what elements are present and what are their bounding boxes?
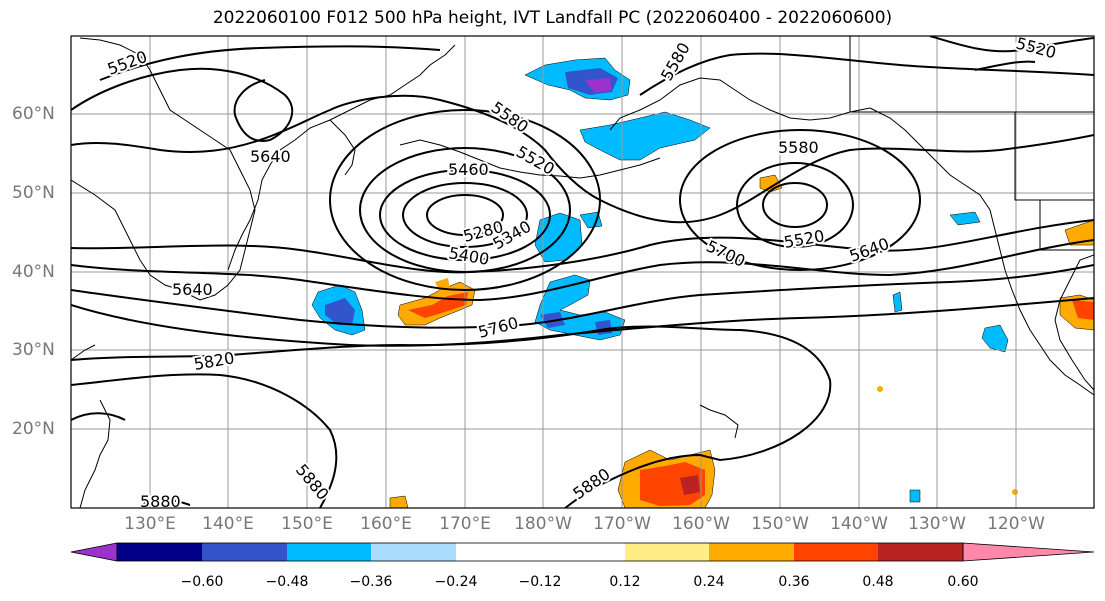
colorbar-segment bbox=[540, 543, 625, 561]
graticule bbox=[71, 36, 1094, 508]
colorbar-tick-label: 0.36 bbox=[778, 574, 810, 590]
colorbar-segment bbox=[962, 542, 1095, 562]
colorbar-tick-label: 0.24 bbox=[693, 574, 725, 590]
lon-label: 150°W bbox=[751, 514, 809, 534]
lon-label: 150°E bbox=[281, 514, 333, 534]
lat-label: 40°N bbox=[12, 262, 55, 282]
contour-label: 5880 bbox=[569, 464, 613, 503]
lon-label: 130°E bbox=[124, 514, 176, 534]
lon-label: 180°W bbox=[514, 514, 572, 534]
map-title: 2022060100 F012 500 hPa height, IVT Land… bbox=[212, 8, 893, 28]
colorbar-tick-label: −0.24 bbox=[434, 574, 478, 590]
contour-label: 5640 bbox=[250, 147, 291, 166]
colorbar-segment bbox=[878, 543, 963, 561]
lat-label: 20°N bbox=[12, 419, 55, 439]
contour-label: 5400 bbox=[447, 243, 490, 269]
colorbar-tick-label: −0.60 bbox=[180, 574, 224, 590]
colorbar bbox=[70, 542, 1095, 562]
colorbar-tick-label: 0.12 bbox=[609, 574, 641, 590]
contour-label: 5460 bbox=[448, 160, 489, 179]
contour-label: 5580 bbox=[488, 98, 532, 137]
colorbar-segment bbox=[117, 543, 202, 561]
contour-label: 5580 bbox=[657, 39, 694, 84]
height-contours bbox=[71, 36, 1094, 508]
colorbar-segment bbox=[625, 543, 709, 561]
lon-label: 160°E bbox=[360, 514, 412, 534]
contour-label: 5880 bbox=[140, 492, 181, 511]
colorbar-segment bbox=[456, 543, 540, 561]
contour-label: 5520 bbox=[1014, 34, 1058, 63]
contour-label: 5520 bbox=[513, 142, 558, 179]
lon-label: 120°W bbox=[987, 514, 1045, 534]
colorbar-segment bbox=[287, 543, 371, 561]
colorbar-segment bbox=[371, 543, 456, 561]
contour-label: 5700 bbox=[703, 236, 748, 270]
colorbar-segment bbox=[70, 542, 118, 562]
contour-label: 5520 bbox=[782, 226, 825, 252]
colorbar-tick-label: 0.60 bbox=[947, 574, 979, 590]
lon-label: 170°E bbox=[439, 514, 491, 534]
contour-label: 5760 bbox=[476, 313, 520, 342]
lat-label: 50°N bbox=[12, 183, 55, 203]
lat-label: 30°N bbox=[12, 340, 55, 360]
contour-label: 5640 bbox=[847, 234, 892, 266]
map-frame bbox=[70, 35, 1095, 509]
colorbar-tick-label: −0.36 bbox=[349, 574, 393, 590]
lat-label: 60°N bbox=[12, 104, 55, 124]
contour-label: 5520 bbox=[105, 47, 150, 79]
ivt-shading bbox=[311, 57, 1094, 508]
colorbar-segment bbox=[202, 543, 287, 561]
colorbar-tick-label: −0.12 bbox=[518, 574, 562, 590]
contour-label: 5580 bbox=[778, 138, 819, 157]
lon-label: 140°W bbox=[830, 514, 888, 534]
contour-label: 5820 bbox=[192, 348, 235, 374]
lon-label: 130°W bbox=[908, 514, 966, 534]
lon-label: 170°W bbox=[593, 514, 651, 534]
contour-label: 5640 bbox=[172, 280, 213, 299]
lon-label: 140°E bbox=[202, 514, 254, 534]
colorbar-segment bbox=[794, 543, 878, 561]
colorbar-segment bbox=[709, 543, 794, 561]
lon-label: 160°W bbox=[672, 514, 730, 534]
colorbar-tick-label: −0.48 bbox=[265, 574, 309, 590]
colorbar-tick-label: 0.48 bbox=[862, 574, 894, 590]
